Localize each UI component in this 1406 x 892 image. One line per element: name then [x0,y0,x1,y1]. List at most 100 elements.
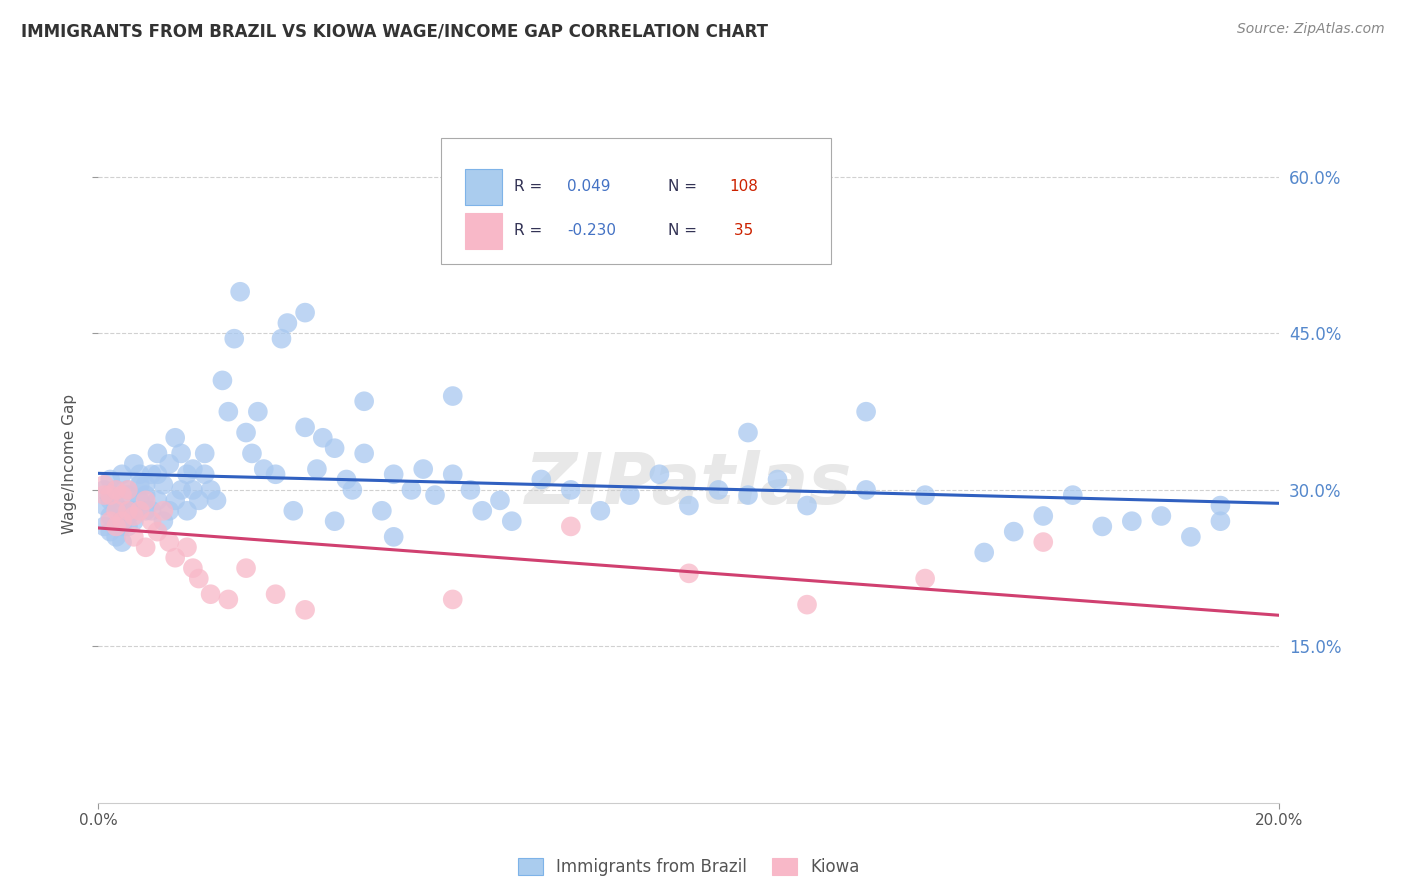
Point [294,420,316,434]
Y-axis label: Wage/Income Gap: Wage/Income Gap [62,393,77,534]
Point [270,332,292,346]
Point [796,499,818,513]
Point [105,483,128,497]
Bar [464,213,502,249]
Point [122,504,145,518]
Point [165,431,187,445]
Point [98,524,121,539]
Point [141,504,163,518]
Point [105,499,128,513]
Point [165,493,187,508]
Point [117,519,139,533]
Point [122,508,145,523]
Point [530,473,553,487]
Point [117,483,139,497]
Point [678,499,700,513]
Point [135,541,157,555]
Point [648,467,671,482]
Point [382,530,405,544]
Point [1002,524,1025,539]
Point [128,477,150,491]
Point [264,587,287,601]
Point [105,504,128,518]
FancyBboxPatch shape [441,138,831,264]
Point [217,592,239,607]
Point [441,467,464,482]
Text: Source: ZipAtlas.com: Source: ZipAtlas.com [1237,22,1385,37]
Point [294,603,316,617]
Point [217,405,239,419]
Point [323,441,346,455]
Point [128,493,150,508]
Point [181,462,204,476]
Point [146,524,169,539]
Point [111,504,134,518]
Point [157,457,180,471]
Text: N =: N = [668,223,697,238]
Point [796,598,818,612]
Point [342,483,364,497]
Point [170,483,193,497]
Point [117,504,139,518]
Point [205,493,228,508]
Point [122,457,145,471]
Point [93,477,115,491]
Point [105,519,128,533]
Text: 35: 35 [730,223,754,238]
Point [98,514,121,528]
Point [98,493,121,508]
Point [117,483,139,497]
Point [122,514,145,528]
Point [471,504,494,518]
Point [111,514,134,528]
Legend: Immigrants from Brazil, Kiowa: Immigrants from Brazil, Kiowa [512,851,866,882]
Point [371,504,394,518]
Point [335,473,357,487]
Point [93,488,115,502]
Point [276,316,298,330]
Point [170,446,193,460]
Point [98,473,121,487]
Point [93,483,115,497]
Point [176,504,198,518]
Point [141,514,163,528]
Point [855,483,877,497]
Point [1062,488,1084,502]
Point [489,493,512,508]
Text: ZIPatlas: ZIPatlas [526,450,852,518]
Point [135,488,157,502]
Point [117,488,139,502]
Point [146,493,169,508]
Point [441,592,464,607]
Text: R =: R = [515,179,543,194]
Point [146,467,169,482]
Point [423,488,446,502]
Point [181,561,204,575]
Point [1091,519,1114,533]
Point [111,535,134,549]
Point [1150,508,1173,523]
Point [1121,514,1143,528]
Point [122,530,145,544]
Point [1032,535,1054,549]
Point [1209,514,1232,528]
Point [914,488,936,502]
Point [176,541,198,555]
Point [382,467,405,482]
Point [1209,499,1232,513]
Point [157,504,180,518]
Point [283,504,305,518]
Point [146,446,169,460]
Point [914,572,936,586]
Point [117,508,139,523]
Point [973,545,995,559]
Point [135,504,157,518]
Point [105,530,128,544]
Point [194,467,217,482]
Point [235,561,257,575]
Text: 108: 108 [730,179,758,194]
Point [1032,508,1054,523]
Point [240,446,263,460]
Point [211,373,233,387]
Point [93,499,115,513]
